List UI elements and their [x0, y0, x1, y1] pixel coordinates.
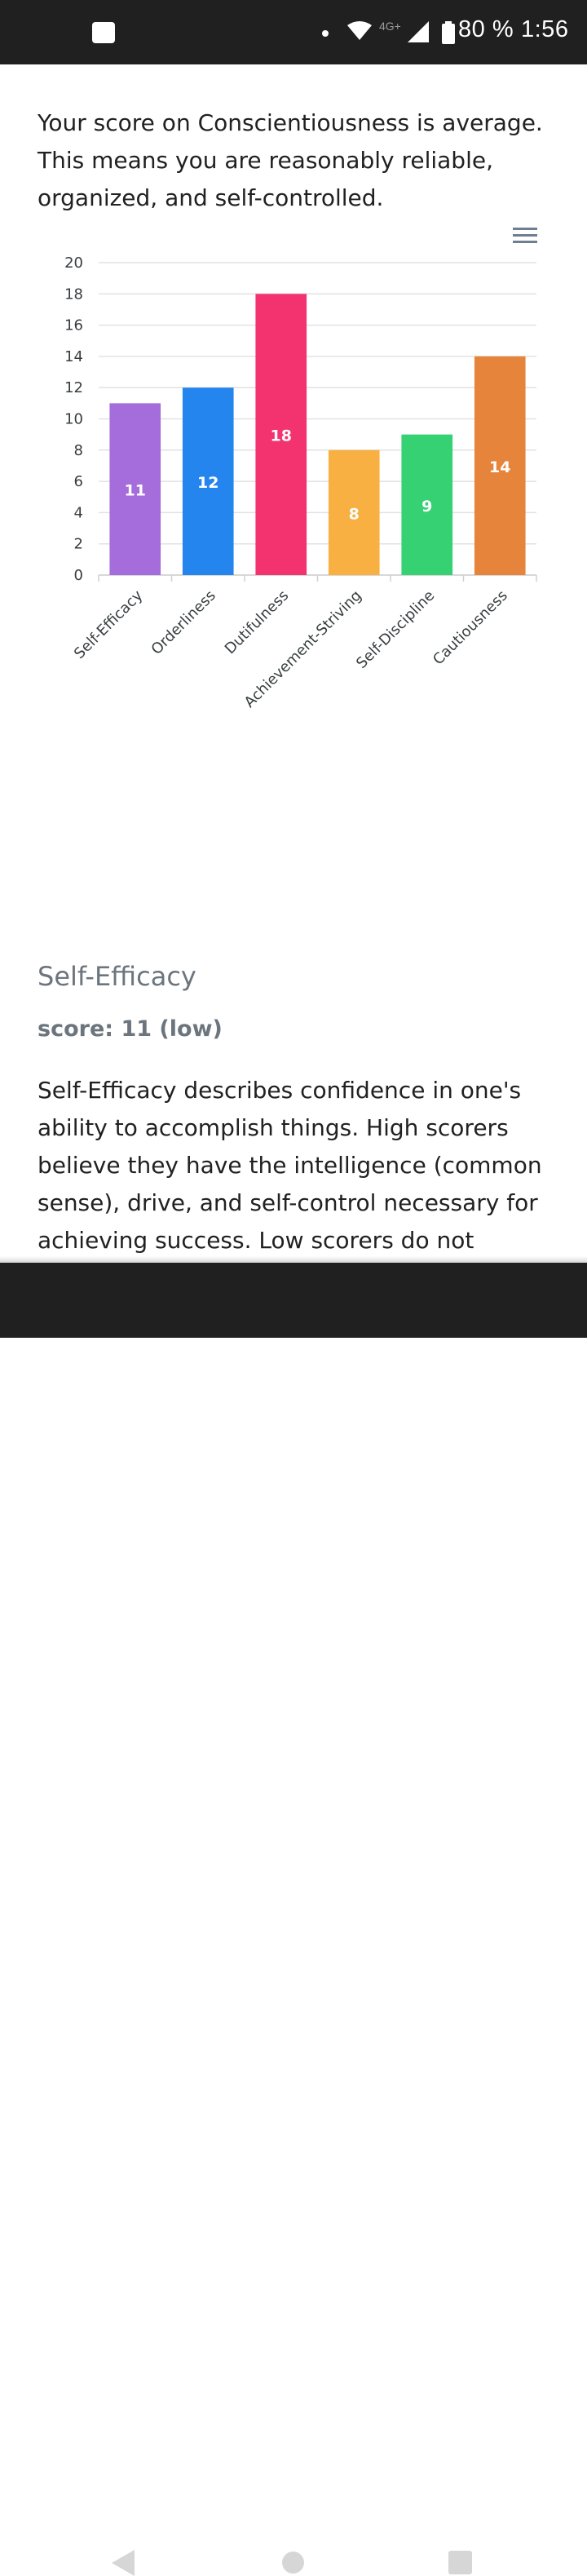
data-label: 8 [349, 505, 360, 523]
home-circle-icon[interactable] [282, 2552, 304, 2574]
y-tick-label: 12 [64, 379, 83, 396]
bar-cautiousness [474, 356, 526, 575]
y-tick-label: 10 [64, 411, 83, 428]
navigation-bar [0, 1263, 587, 2576]
data-label: 18 [271, 427, 292, 445]
bar-self-efficacy [109, 403, 161, 575]
back-triangle-icon[interactable] [112, 2550, 135, 2576]
bar-dutifulness [255, 294, 307, 575]
x-tick-label: Achievement-Striving [241, 587, 365, 711]
data-label: 11 [125, 482, 146, 500]
y-tick-label: 6 [74, 473, 83, 490]
clock-time: 1:56 [521, 16, 569, 42]
status-bar: 4G+ 80 % 1:56 [0, 0, 587, 64]
y-tick-label: 4 [74, 504, 83, 521]
bar-orderliness [182, 387, 234, 575]
chart-menu-hamburger-icon[interactable] [510, 224, 540, 246]
wifi-icon [347, 21, 372, 40]
battery-icon [442, 21, 455, 44]
data-label: 9 [421, 498, 432, 516]
data-label: 14 [489, 458, 510, 476]
x-tick-label: Dutifulness [222, 587, 292, 657]
recents-square-icon[interactable] [448, 2551, 472, 2574]
x-tick-label: Orderliness [148, 587, 219, 658]
facet-score: score: 11 (low) [38, 1016, 223, 1042]
y-tick-label: 14 [64, 348, 83, 365]
notification-dot-icon [322, 30, 329, 37]
y-tick-label: 16 [64, 317, 83, 334]
data-label: 12 [197, 474, 218, 492]
x-tick-label: Cautiousness [430, 587, 511, 669]
y-tick-label: 18 [64, 285, 83, 303]
y-tick-label: 8 [74, 442, 83, 459]
nav-bar-shadow [0, 1256, 587, 1263]
facet-description: Self-Efficacy describes confidence in on… [38, 1077, 542, 1254]
notification-app-icon [92, 22, 115, 43]
signal-icon [408, 21, 429, 42]
battery-percent: 80 % [458, 16, 514, 42]
bar-self-discipline [401, 434, 453, 575]
x-tick-label: Self-Efficacy [71, 586, 147, 662]
network-type-label: 4G+ [379, 20, 401, 33]
y-tick-label: 0 [74, 567, 83, 584]
conscientiousness-summary: Your score on Conscientiousness is avera… [38, 109, 543, 211]
x-tick-label: Self-Discipline [353, 587, 438, 672]
y-tick-label: 20 [64, 255, 83, 272]
bar-achievement-striving [328, 449, 380, 575]
y-tick-label: 2 [74, 536, 83, 553]
conscientiousness-bar-chart: 0 2 4 6 8 10 12 14 16 18 20 11 Self-Efficacy 12 Orderl… [64, 255, 537, 711]
facet-title: Self-Efficacy [38, 961, 196, 992]
